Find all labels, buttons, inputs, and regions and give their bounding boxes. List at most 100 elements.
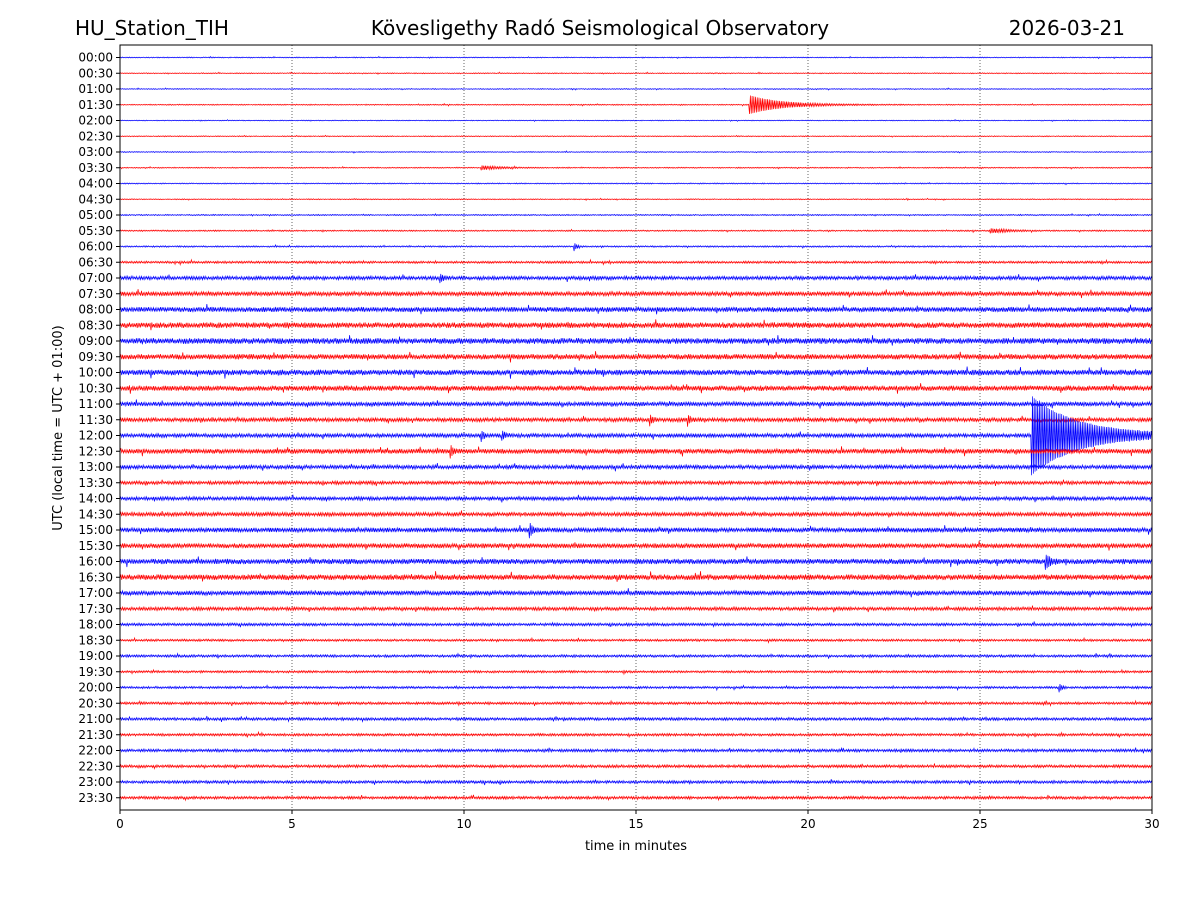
y-tick-label: 16:30 — [78, 570, 113, 584]
y-tick-label: 21:00 — [78, 712, 113, 726]
trace-2130 — [119, 730, 1153, 739]
trace-2330 — [119, 794, 1153, 802]
trace-1230 — [119, 445, 1153, 459]
trace-1130 — [119, 414, 1153, 427]
trace-1800 — [119, 621, 1153, 629]
trace-0230 — [119, 134, 1153, 138]
trace-0300 — [119, 150, 1153, 154]
y-tick-label: 05:30 — [78, 224, 113, 238]
y-tick-label: 07:30 — [78, 287, 113, 301]
y-tick-label: 21:30 — [78, 728, 113, 742]
x-tick-label: 15 — [628, 817, 643, 831]
y-tick-label: 00:00 — [78, 51, 113, 65]
trace-1330 — [119, 479, 1153, 487]
x-tick-label: 10 — [456, 817, 471, 831]
trace-0630 — [119, 258, 1153, 267]
y-tick-label: 09:00 — [78, 334, 113, 348]
y-tick-label: 08:00 — [78, 303, 113, 317]
trace-0000 — [119, 55, 1153, 60]
trace-0530 — [119, 227, 1153, 234]
trace-0100 — [119, 87, 1153, 91]
x-tick-label: 0 — [116, 817, 124, 831]
trace-2100 — [119, 715, 1153, 723]
trace-2230 — [119, 763, 1153, 770]
y-tick-label: 05:00 — [78, 208, 113, 222]
y-tick-label: 08:30 — [78, 318, 113, 332]
y-tick-label: 15:30 — [78, 539, 113, 553]
station-title: HU_Station_TIH — [75, 16, 229, 40]
trace-1630 — [119, 571, 1153, 582]
grid-lines — [291, 45, 981, 810]
y-tick-label: 13:30 — [78, 476, 113, 490]
y-tick-label: 06:00 — [78, 240, 113, 254]
trace-2200 — [119, 746, 1153, 754]
y-tick-label: 20:00 — [78, 681, 113, 695]
y-tick-label: 03:00 — [78, 145, 113, 159]
y-tick-label: 12:30 — [78, 444, 113, 458]
y-tick-label: 18:00 — [78, 618, 113, 632]
trace-2000 — [119, 684, 1153, 693]
y-tick-label: 11:00 — [78, 397, 113, 411]
y-tick-label: 16:00 — [78, 555, 113, 569]
y-tick-label: 02:00 — [78, 114, 113, 128]
trace-0600 — [119, 243, 1153, 252]
y-tick-label: 17:00 — [78, 586, 113, 600]
y-tick-label: 19:00 — [78, 649, 113, 663]
trace-0030 — [119, 71, 1153, 75]
trace-0330 — [119, 164, 1153, 171]
y-tick-label: 12:00 — [78, 429, 113, 443]
trace-0900 — [119, 335, 1153, 346]
y-tick-label: 15:00 — [78, 523, 113, 537]
y-tick-label: 02:30 — [78, 129, 113, 143]
y-tick-label: 10:00 — [78, 366, 113, 380]
trace-1030 — [119, 383, 1153, 394]
trace-1100 — [119, 399, 1153, 409]
plot-frame — [119, 44, 1153, 811]
x-axis-label: time in minutes — [585, 839, 687, 854]
trace-1000 — [119, 366, 1153, 379]
trace-0730 — [119, 289, 1153, 299]
y-tick-label: 17:30 — [78, 602, 113, 616]
y-tick-label: 01:30 — [78, 98, 113, 112]
y-axis-label: UTC (local time = UTC + 01:00) — [51, 325, 66, 530]
y-tick-label: 18:30 — [78, 633, 113, 647]
trace-2300 — [119, 779, 1153, 786]
trace-0130 — [119, 95, 1153, 115]
trace-0500 — [119, 212, 1153, 217]
trace-0400 — [119, 181, 1153, 186]
trace-0200 — [119, 118, 1153, 122]
y-tick-label: 07:00 — [78, 271, 113, 285]
y-tick-label: 20:30 — [78, 696, 113, 710]
trace-0800 — [119, 304, 1153, 315]
y-tick-label: 14:00 — [78, 492, 113, 506]
trace-0930 — [119, 351, 1153, 363]
y-tick-label: 04:00 — [78, 177, 113, 191]
trace-2030 — [119, 699, 1153, 708]
trace-0830 — [119, 319, 1153, 331]
y-tick-label: 06:30 — [78, 255, 113, 269]
trace-1530 — [119, 540, 1153, 551]
x-axis-ticks: 0 5 10 15 20 25 30 — [116, 810, 1160, 831]
trace-1700 — [119, 588, 1153, 598]
x-tick-label: 20 — [800, 817, 815, 831]
y-tick-label: 22:30 — [78, 759, 113, 773]
x-tick-label: 5 — [288, 817, 296, 831]
y-tick-label: 13:00 — [78, 460, 113, 474]
trace-1500 — [119, 523, 1153, 539]
trace-1300 — [119, 463, 1153, 472]
trace-1830 — [119, 636, 1153, 644]
y-tick-label: 00:30 — [78, 66, 113, 80]
y-tick-label: 19:30 — [78, 665, 113, 679]
y-tick-label: 22:00 — [78, 744, 113, 758]
trace-1600 — [119, 554, 1153, 570]
y-tick-label: 11:30 — [78, 413, 113, 427]
y-tick-label: 03:30 — [78, 161, 113, 175]
trace-1430 — [119, 510, 1153, 519]
trace-1200 — [119, 396, 1153, 476]
x-tick-label: 25 — [972, 817, 987, 831]
y-tick-label: 10:30 — [78, 381, 113, 395]
trace-1730 — [119, 605, 1153, 613]
trace-0430 — [119, 197, 1153, 202]
y-tick-label: 23:30 — [78, 791, 113, 805]
